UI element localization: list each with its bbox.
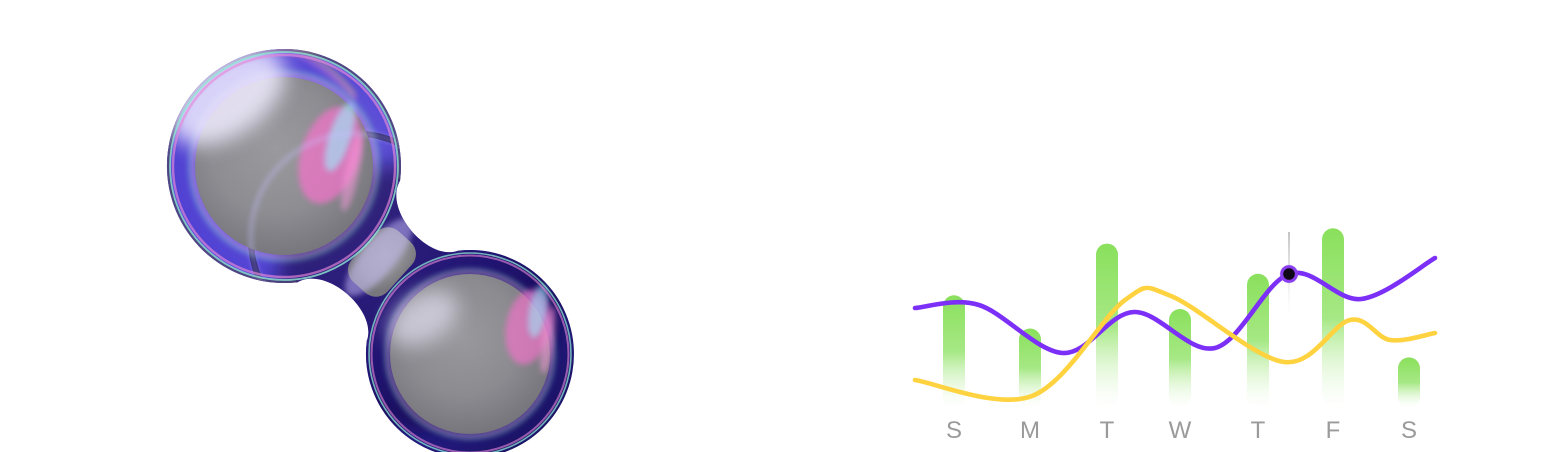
svg-text:F: F xyxy=(1326,417,1341,444)
svg-text:W: W xyxy=(1169,417,1192,444)
svg-text:M: M xyxy=(1020,417,1040,444)
svg-text:S: S xyxy=(1401,417,1417,444)
svg-text:S: S xyxy=(946,417,962,444)
svg-text:T: T xyxy=(1251,417,1266,444)
svg-text:T: T xyxy=(1100,417,1115,444)
